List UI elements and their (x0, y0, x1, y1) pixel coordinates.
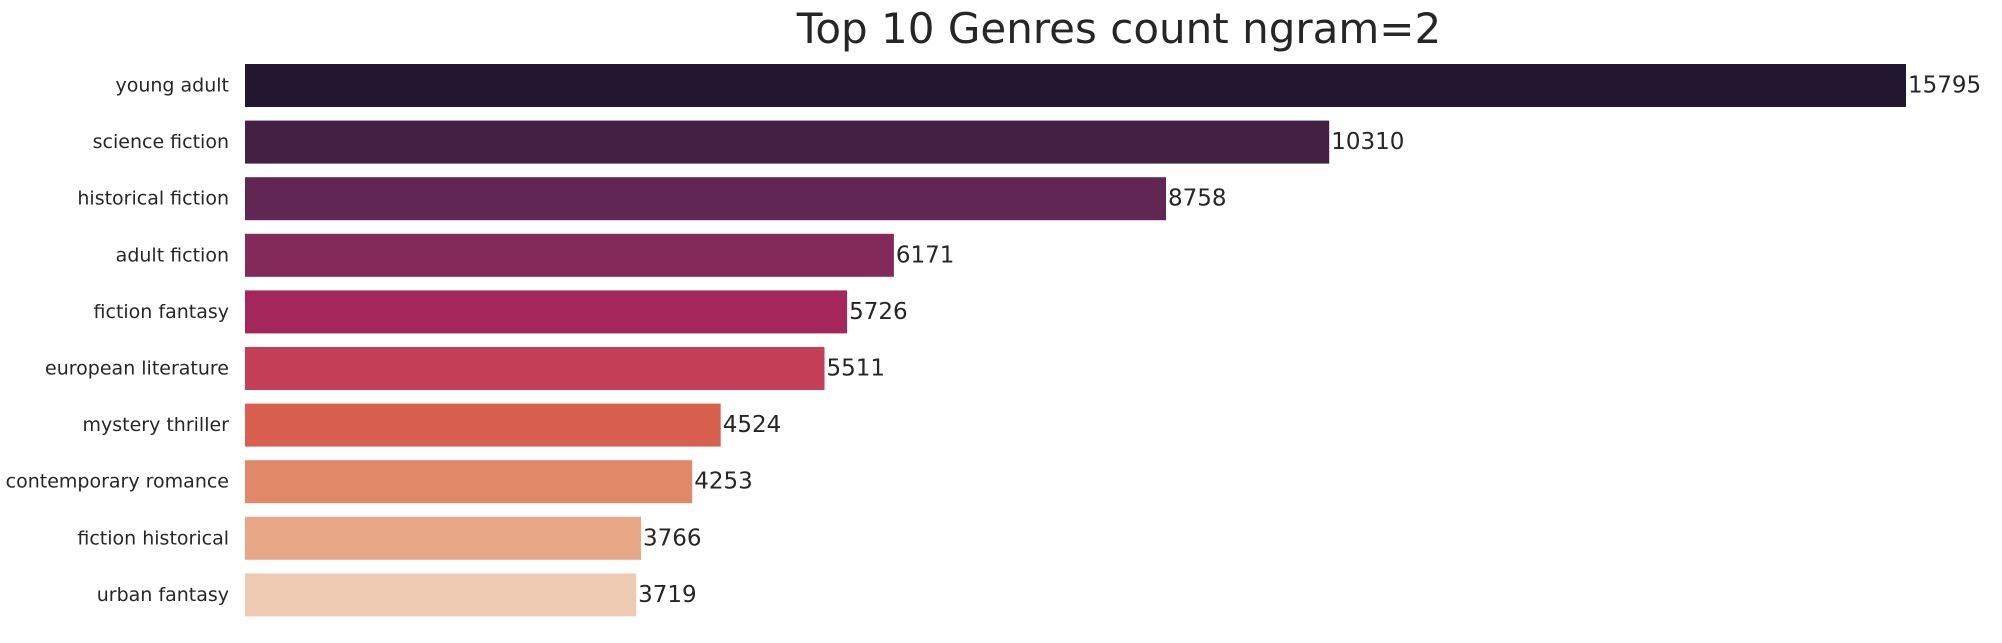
category-label: fiction fantasy (94, 301, 229, 323)
category-label: adult fiction (116, 244, 229, 266)
category-label: urban fantasy (97, 584, 229, 606)
category-label: mystery thriller (82, 414, 229, 436)
value-label: 5511 (827, 356, 886, 382)
value-label: 4253 (694, 469, 753, 495)
bar (245, 177, 1166, 221)
category-label: young adult (115, 75, 229, 97)
category-label: contemporary romance (6, 471, 229, 493)
value-label: 6171 (896, 242, 955, 268)
bar (245, 460, 693, 504)
value-label: 4524 (723, 412, 782, 438)
category-label: european literature (45, 358, 229, 380)
category-labels-layer: young adult science fiction historical fic… (6, 75, 230, 606)
value-label: 10310 (1331, 129, 1404, 155)
bar (245, 233, 894, 277)
chart-title: Top 10 Genres count ngram=2 (796, 4, 1441, 53)
value-label: 15795 (1908, 73, 1981, 99)
bar (245, 516, 641, 560)
bar (245, 290, 848, 334)
bar (245, 403, 721, 447)
category-label: fiction historical (77, 527, 229, 549)
value-label: 8758 (1168, 186, 1227, 212)
value-label: 5726 (849, 299, 908, 325)
value-labels-layer: 15795 10310 8758 6171 5726 5511 4524 4253 3766 37… (638, 73, 1981, 608)
value-label: 3766 (643, 525, 702, 551)
bar (245, 120, 1330, 164)
bar (245, 64, 1906, 107)
category-label: historical fiction (77, 188, 229, 210)
value-label: 3719 (638, 582, 697, 608)
bar (245, 347, 825, 390)
category-label: science fiction (93, 131, 229, 153)
bars-layer (245, 64, 1906, 617)
bar (245, 573, 637, 617)
